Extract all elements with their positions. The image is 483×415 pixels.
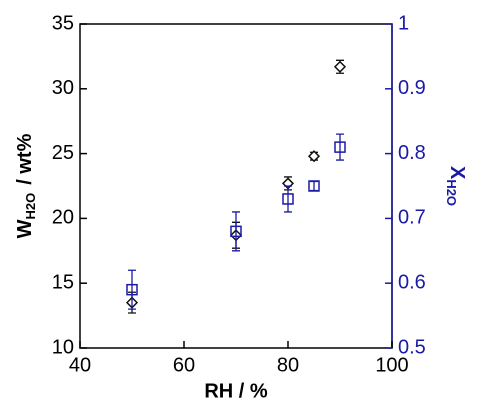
y-label-rest: / wt% xyxy=(14,133,36,184)
y-tick-label: 35 xyxy=(52,12,74,34)
plot-frame xyxy=(79,23,393,349)
y-tick-label: 20 xyxy=(52,207,74,229)
data-point xyxy=(230,225,242,238)
y-tick-label: 15 xyxy=(52,271,74,293)
data-point xyxy=(282,193,294,205)
y2-tick-label: 0.6 xyxy=(398,271,426,293)
y-tick-label: 30 xyxy=(52,77,74,99)
y2-tick-label: 0.8 xyxy=(398,142,426,164)
x-tick-label: 80 xyxy=(277,354,299,376)
x-tick-label: 100 xyxy=(375,354,408,376)
error-bar xyxy=(284,185,292,213)
data-point xyxy=(307,150,321,163)
data-point xyxy=(308,180,320,192)
y2-label-sub: H2O xyxy=(444,179,459,206)
error-bar xyxy=(232,211,240,252)
x-axis-label: RH / % xyxy=(204,380,268,402)
y-axis-label: WH2O / wt% xyxy=(14,133,38,238)
y2-axis-label: XH2O xyxy=(444,166,468,206)
error-bar xyxy=(128,269,136,310)
y2-tick-label: 0.9 xyxy=(398,77,426,99)
error-bar xyxy=(336,133,344,161)
y2-label-main: X xyxy=(446,166,468,180)
y2-tick-label: 0.5 xyxy=(398,336,426,358)
y-label-sub: H2O xyxy=(23,193,38,220)
y-tick-label: 10 xyxy=(52,336,74,358)
y2-tick-label: 1 xyxy=(398,12,409,34)
data-point xyxy=(334,141,346,153)
x-tick-label: 60 xyxy=(173,354,195,376)
error-bar xyxy=(310,180,318,192)
data-point xyxy=(126,283,138,296)
y2-tick-label: 0.7 xyxy=(398,207,426,229)
x-tick-label: 40 xyxy=(69,354,91,376)
data-point xyxy=(333,60,347,73)
y-tick-label: 25 xyxy=(52,142,74,164)
y-label-main: W xyxy=(14,219,36,238)
